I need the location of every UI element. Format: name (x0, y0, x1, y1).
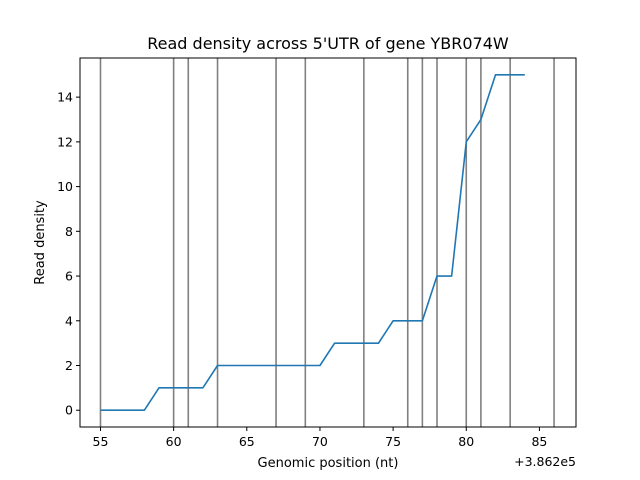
x-tick-label-80: 80 (458, 434, 474, 449)
y-tick-label-4: 4 (65, 313, 73, 328)
plot-area (99, 58, 555, 427)
x-axis-label: Genomic position (nt) (258, 456, 399, 471)
y-axis-label: Read density (33, 200, 48, 285)
y-tick-label-8: 8 (65, 224, 73, 239)
y-tick-label-10: 10 (57, 179, 73, 194)
y-tick-label-12: 12 (57, 134, 73, 149)
y-tick-label-0: 0 (65, 403, 73, 418)
x-tick-label-85: 85 (531, 434, 547, 449)
y-tick-label-2: 2 (65, 358, 73, 373)
x-tick-label-60: 60 (166, 434, 182, 449)
x-tick-label-70: 70 (312, 434, 328, 449)
axis-ticks: 55 60 65 70 75 80 85 0 2 4 6 8 10 12 14 (57, 90, 547, 449)
x-tick-label-75: 75 (385, 434, 401, 449)
x-tick-label-65: 65 (239, 434, 255, 449)
series-line-0 (100, 73, 525, 412)
y-tick-label-14: 14 (57, 90, 73, 105)
chart-title: Read density across 5'UTR of gene YBR074… (147, 34, 509, 53)
plot-frame (79, 57, 577, 428)
x-tick-label-55: 55 (93, 434, 109, 449)
y-tick-label-6: 6 (65, 269, 73, 284)
x-axis-offset-label: +3.862e5 (514, 454, 576, 469)
